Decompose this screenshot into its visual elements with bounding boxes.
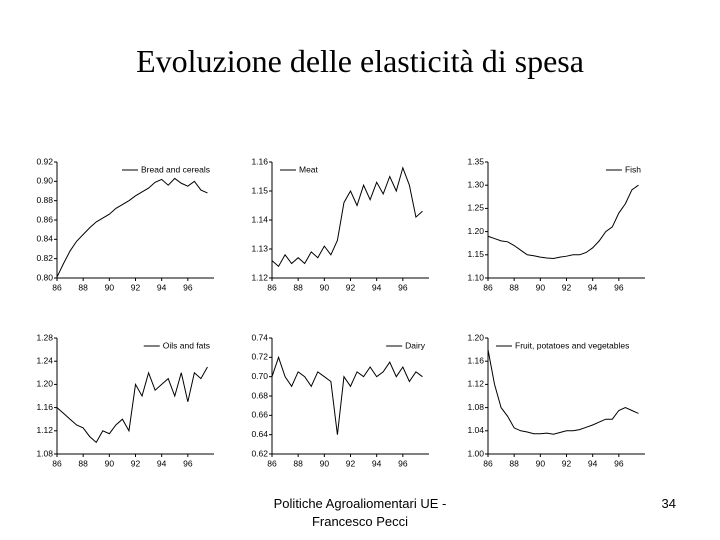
page-number: 34	[662, 496, 676, 511]
y-tick-label: 0.70	[251, 371, 268, 381]
data-line	[56, 366, 208, 444]
x-tick-label: 94	[157, 458, 167, 468]
y-tick-label: 0.82	[36, 253, 53, 263]
y-tick-label: 1.10	[467, 272, 484, 282]
x-tick-label: 90	[320, 458, 330, 468]
data-line	[271, 355, 423, 435]
legend-label: Fish	[625, 164, 641, 174]
x-tick-label: 96	[183, 282, 193, 292]
x-tick-label: 92	[346, 282, 356, 292]
x-tick-label: 92	[131, 282, 141, 292]
y-tick-label: 1.12	[36, 425, 53, 435]
y-tick-label: 0.68	[251, 390, 268, 400]
y-tick-label: 1.35	[467, 156, 484, 166]
y-tick-label: 1.20	[467, 226, 484, 236]
y-tick-label: 1.20	[467, 332, 484, 342]
data-line	[56, 177, 208, 278]
footer-line: Francesco Pecci	[312, 514, 408, 529]
data-line	[487, 349, 639, 435]
x-tick-label: 86	[267, 282, 277, 292]
y-tick-label: 0.62	[251, 448, 268, 458]
y-tick-label: 1.16	[467, 355, 484, 365]
x-tick-label: 86	[483, 458, 493, 468]
legend-label: Meat	[299, 164, 319, 174]
y-tick-label: 1.16	[36, 402, 53, 412]
y-tick-label: 0.86	[36, 214, 53, 224]
x-tick-label: 96	[398, 282, 408, 292]
y-tick-label: 0.84	[36, 234, 53, 244]
x-tick-label: 86	[52, 282, 62, 292]
x-tick-label: 88	[509, 458, 519, 468]
x-tick-label: 92	[562, 458, 572, 468]
y-tick-label: 1.12	[467, 379, 484, 389]
x-tick-label: 88	[78, 458, 88, 468]
x-tick-label: 88	[293, 458, 303, 468]
y-tick-label: 1.25	[467, 203, 484, 213]
x-tick-label: 90	[536, 282, 546, 292]
y-tick-label: 0.88	[36, 195, 53, 205]
y-tick-label: 0.90	[36, 176, 53, 186]
y-tick-label: 1.20	[36, 379, 53, 389]
x-tick-label: 90	[105, 282, 115, 292]
y-tick-label: 0.72	[251, 352, 268, 362]
x-tick-label: 94	[588, 282, 598, 292]
y-tick-label: 0.80	[36, 272, 53, 282]
x-tick-label: 90	[320, 282, 330, 292]
x-tick-label: 96	[614, 282, 624, 292]
legend-label: Bread and cereals	[141, 164, 210, 174]
slide-title: Evoluzione delle elasticità di spesa	[136, 43, 584, 79]
y-tick-label: 1.08	[467, 402, 484, 412]
x-tick-label: 86	[483, 282, 493, 292]
y-tick-label: 1.30	[467, 179, 484, 189]
x-tick-label: 92	[562, 282, 572, 292]
legend-label: Dairy	[405, 340, 426, 350]
data-line	[271, 166, 423, 268]
x-tick-label: 96	[183, 458, 193, 468]
y-tick-label: 0.64	[251, 429, 268, 439]
x-tick-label: 96	[614, 458, 624, 468]
x-tick-label: 86	[267, 458, 277, 468]
y-tick-label: 1.24	[36, 355, 53, 365]
footer-line: Politiche Agroaliomentari UE -	[274, 496, 447, 511]
legend-label: Oils and fats	[163, 340, 210, 350]
x-tick-label: 90	[536, 458, 546, 468]
x-tick-label: 94	[372, 458, 382, 468]
y-tick-label: 0.74	[251, 332, 268, 342]
y-tick-label: 1.00	[467, 448, 484, 458]
y-tick-label: 0.92	[36, 156, 53, 166]
y-tick-label: 1.13	[251, 243, 268, 253]
x-tick-label: 88	[78, 282, 88, 292]
y-tick-label: 1.28	[36, 332, 53, 342]
x-tick-label: 86	[52, 458, 62, 468]
y-tick-label: 1.15	[467, 249, 484, 259]
x-tick-label: 94	[588, 458, 598, 468]
y-tick-label: 0.66	[251, 410, 268, 420]
y-tick-label: 1.15	[251, 185, 268, 195]
y-tick-label: 1.12	[251, 272, 268, 282]
x-tick-label: 88	[293, 282, 303, 292]
y-tick-label: 1.04	[467, 425, 484, 435]
legend-label: Fruit, potatoes and vegetables	[515, 340, 629, 350]
y-tick-label: 1.14	[251, 214, 268, 224]
y-tick-label: 1.08	[36, 448, 53, 458]
x-tick-label: 94	[157, 282, 167, 292]
data-line	[487, 184, 639, 260]
x-tick-label: 92	[346, 458, 356, 468]
x-tick-label: 92	[131, 458, 141, 468]
x-tick-label: 88	[509, 282, 519, 292]
x-tick-label: 90	[105, 458, 115, 468]
x-tick-label: 94	[372, 282, 382, 292]
y-tick-label: 1.16	[251, 156, 268, 166]
x-tick-label: 96	[398, 458, 408, 468]
